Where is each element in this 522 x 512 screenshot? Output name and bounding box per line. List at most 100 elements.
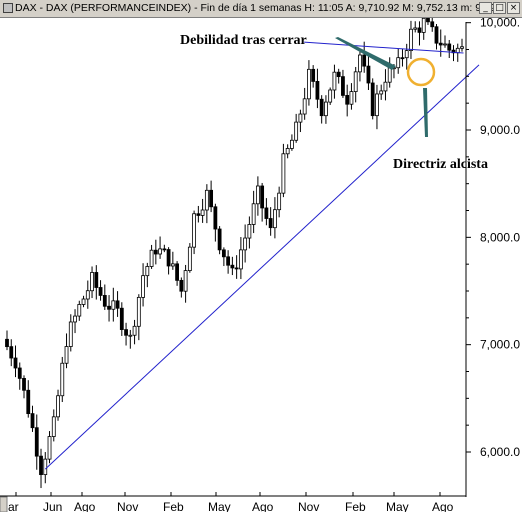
candle-body <box>56 395 60 418</box>
candle-body <box>302 98 307 115</box>
candle <box>417 21 422 46</box>
candle-body <box>5 338 9 348</box>
candle <box>77 300 82 321</box>
candle <box>196 205 201 223</box>
chart-window-icon[interactable] <box>3 3 13 13</box>
y-tick-label: 8,000.0 <box>480 230 520 244</box>
candle <box>64 333 69 369</box>
candle-body <box>153 249 158 255</box>
candle <box>39 448 43 489</box>
candle <box>217 226 222 255</box>
x-tick-label: Ago <box>74 500 96 512</box>
candle-body <box>260 185 265 209</box>
candle-body <box>434 26 439 44</box>
candle <box>260 182 265 222</box>
candle-body <box>183 270 188 292</box>
candle-body <box>311 68 316 82</box>
uptrend-line <box>44 64 480 470</box>
candle-body <box>102 295 107 307</box>
candle <box>60 356 65 403</box>
candle <box>90 266 94 299</box>
candle-body <box>226 256 231 266</box>
candle-body <box>128 334 133 337</box>
candle-body <box>9 346 14 359</box>
candle-body <box>107 305 111 310</box>
candle <box>73 309 77 334</box>
candle <box>187 243 192 273</box>
minimize-button[interactable]: _ <box>479 2 492 14</box>
candle <box>56 389 60 421</box>
candle <box>47 431 52 464</box>
candle-body <box>328 89 333 103</box>
candle-body <box>421 18 426 33</box>
candle-body <box>383 81 388 92</box>
price-chart: Debilidad tras cerrar Directriz alcista … <box>0 18 520 512</box>
candle-body <box>319 98 324 117</box>
candle <box>30 405 35 432</box>
candle <box>400 48 405 67</box>
candle-body <box>115 300 120 309</box>
candle-body <box>307 68 311 100</box>
candle-body <box>370 82 375 117</box>
candle <box>51 409 56 442</box>
candle <box>183 264 188 303</box>
annotation-trendline: Directriz alcista <box>393 157 488 172</box>
candle-body <box>264 207 269 219</box>
candle-body <box>175 263 179 281</box>
candle-body <box>200 209 205 216</box>
candle-body <box>77 304 82 317</box>
candle <box>255 176 260 216</box>
candle-body <box>141 275 145 298</box>
y-tick-label: 10,000. <box>480 18 520 30</box>
candle <box>404 43 409 70</box>
candle-body <box>251 203 256 225</box>
candle <box>268 207 273 236</box>
candle <box>13 345 18 378</box>
candle-body <box>268 218 273 229</box>
maximize-button[interactable]: □ <box>493 2 506 14</box>
candle-body <box>170 263 175 267</box>
candle-body <box>362 54 367 67</box>
candle <box>358 50 362 82</box>
candle-body <box>294 121 299 141</box>
candle-body <box>366 65 371 84</box>
candle-body <box>136 296 141 327</box>
candle-body <box>336 71 341 78</box>
candle-body <box>230 264 235 269</box>
candle <box>141 263 145 307</box>
x-tick-label: Nov <box>117 500 138 512</box>
x-tick-label: Feb <box>163 500 184 512</box>
candle-body <box>60 362 65 397</box>
candle-body <box>247 224 252 239</box>
candle <box>409 20 413 59</box>
candle <box>204 184 209 224</box>
x-tick-label: Jun <box>43 500 62 512</box>
candle-body <box>379 90 384 95</box>
candle-body <box>187 246 192 271</box>
candle <box>336 68 341 84</box>
candle <box>443 35 447 48</box>
candle <box>22 375 26 399</box>
close-button[interactable]: × <box>507 2 520 14</box>
candle <box>43 452 48 484</box>
candle-body <box>17 367 22 379</box>
candle-body <box>85 290 90 300</box>
candle <box>451 45 456 62</box>
candle-body <box>204 189 209 211</box>
candle <box>281 143 286 198</box>
candle <box>302 87 307 120</box>
candle <box>213 203 218 242</box>
scroll-left-button[interactable] <box>0 496 8 512</box>
candle <box>345 84 350 117</box>
candle-body <box>443 43 447 46</box>
candle <box>332 64 337 99</box>
candle <box>349 83 354 110</box>
candle-body <box>413 27 418 30</box>
candle-body <box>196 213 201 216</box>
candle <box>247 216 252 249</box>
y-tick-label: 7,000.0 <box>480 338 520 352</box>
candle-body <box>192 213 197 248</box>
candle <box>98 280 103 301</box>
candle <box>200 198 205 223</box>
candle-body <box>238 249 243 270</box>
